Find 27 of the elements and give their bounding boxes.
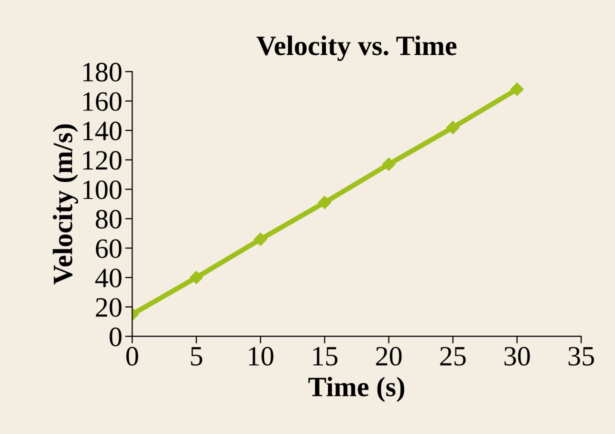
- y-tick-label: 120: [83, 151, 122, 170]
- y-tick-label: 0: [110, 328, 122, 346]
- point: [190, 270, 203, 284]
- point: [318, 196, 332, 210]
- x-tick-label: 30: [504, 346, 530, 366]
- y-tick-label: 20: [96, 298, 122, 317]
- y-tick-label: 60: [96, 239, 122, 258]
- point: [446, 120, 460, 134]
- x-tick-label: 15: [313, 347, 338, 366]
- y-tick-label: 140: [83, 122, 122, 140]
- y-tick-label: 40: [95, 268, 122, 288]
- y-tick-label: 100: [83, 180, 122, 200]
- chart-title: Velocity vs. Time: [256, 36, 456, 61]
- x-axis-title: Time (s): [308, 376, 404, 402]
- x-tick-label: 35: [568, 346, 594, 366]
- x-tick-label: 20: [376, 346, 402, 366]
- y-tick-label: 80: [96, 210, 122, 229]
- point: [510, 82, 524, 96]
- y-axis-title: Velocity (m/s): [52, 124, 78, 285]
- x-tick-label: 25: [440, 346, 466, 366]
- y-tick-label: 180: [83, 62, 122, 82]
- x-tick-label: 10: [249, 346, 274, 366]
- x-tick-label: 0: [126, 346, 138, 366]
- point: [254, 232, 268, 246]
- x-tick-label: 5: [191, 347, 202, 366]
- point: [382, 158, 396, 171]
- y-tick-label: 160: [83, 92, 122, 111]
